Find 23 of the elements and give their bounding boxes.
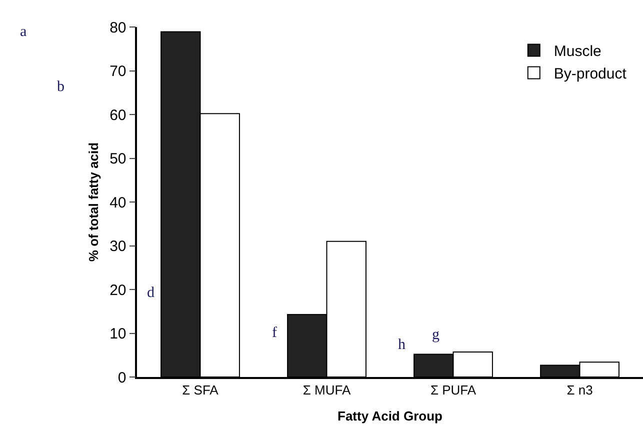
annotation: d — [147, 285, 155, 301]
annotation: f — [272, 325, 277, 341]
y-tick-label: 30 — [110, 238, 126, 255]
text: b — [57, 79, 64, 95]
legend-label: By-product — [554, 66, 628, 83]
x-tick-label: Σ MUFA — [302, 382, 351, 398]
y-tick-label: 70 — [110, 63, 126, 80]
y-tick-label: 0 — [118, 369, 126, 386]
x-tick-label: Σ n3 — [566, 382, 593, 398]
y-tick-label: 80 — [110, 19, 126, 36]
annotation: g — [432, 327, 440, 343]
y-tick-label: 60 — [110, 106, 126, 124]
legend-label: Muscle — [554, 43, 602, 60]
y-tick-label: 10 — [110, 326, 126, 342]
x-tick-label: Σ PUFA — [430, 382, 476, 398]
annotation: h — [398, 337, 406, 353]
text: a — [20, 24, 27, 40]
y-tick-label: 50 — [110, 150, 126, 168]
y-tick-label: 40 — [110, 194, 126, 212]
y-axis-title: % of total fatty acid — [86, 142, 102, 262]
y-tick-label: 20 — [110, 282, 126, 299]
x-tick-label: Σ SFA — [182, 382, 219, 398]
x-axis-title: Fatty Acid Group — [338, 408, 443, 424]
